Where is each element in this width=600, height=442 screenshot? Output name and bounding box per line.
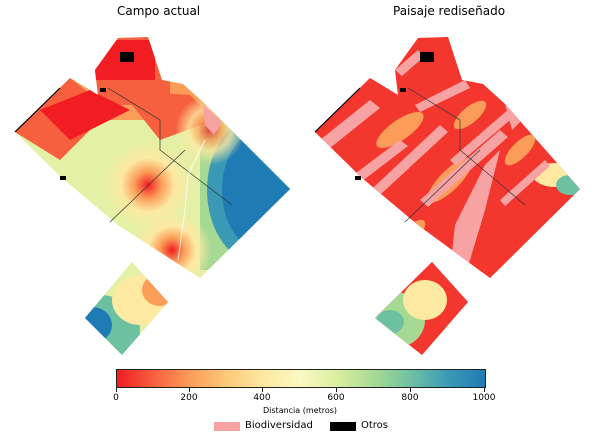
map-campo-actual xyxy=(14,37,290,355)
colorbar-tick-label: 0 xyxy=(113,393,119,403)
legend-label-biodiversidad: Biodiversidad xyxy=(245,420,313,431)
colorbar-tick-label: 200 xyxy=(180,393,198,403)
legend-swatch-biodiversidad xyxy=(214,422,240,431)
colorbar-tick xyxy=(116,388,117,392)
colorbar-tick-label: 1000 xyxy=(472,393,496,403)
colorbar-title: Distancia (metros) xyxy=(263,406,337,415)
map-paisaje-redisenado xyxy=(314,37,580,355)
legend-swatch-otros xyxy=(330,422,356,431)
panel-title-paisaje-redisenado: Paisaje rediseñado xyxy=(393,4,506,18)
distance-colorbar xyxy=(116,369,486,388)
colorbar-tick-label: 400 xyxy=(253,393,271,403)
panel-title-campo-actual: Campo actual xyxy=(117,4,201,18)
colorbar-tick-label: 600 xyxy=(327,393,345,403)
colorbar-tick xyxy=(336,388,337,392)
colorbar-tick xyxy=(262,388,263,392)
colorbar-tick xyxy=(484,388,485,392)
legend-label-otros: Otros xyxy=(361,420,389,431)
colorbar-tick xyxy=(410,388,411,392)
colorbar-tick-label: 800 xyxy=(401,393,419,403)
colorbar-tick xyxy=(189,388,190,392)
